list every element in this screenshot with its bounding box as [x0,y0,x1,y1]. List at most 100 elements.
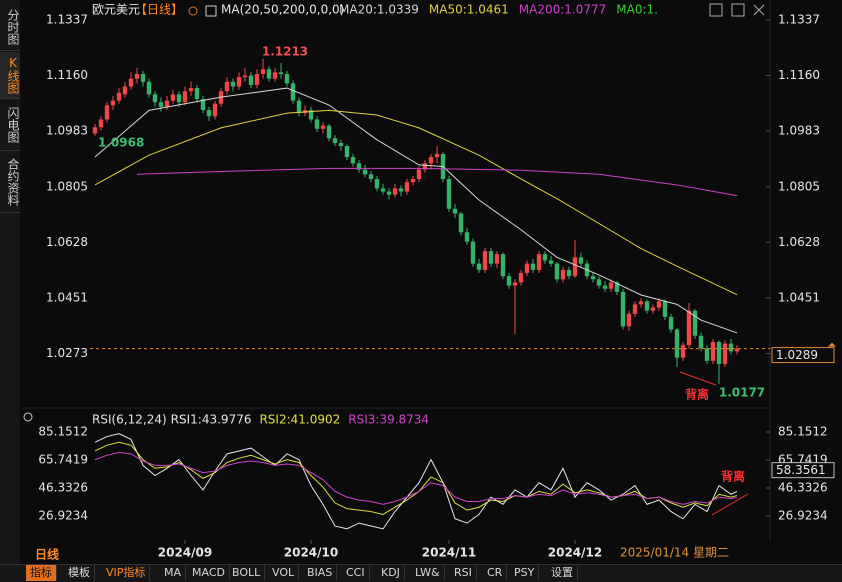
y-tick-label: 46.3326 [38,480,88,494]
candle-body [242,75,248,78]
toolbar-item[interactable]: KDJ [377,565,405,581]
y-tick-label: 1.0983 [778,124,820,138]
toolbar-item[interactable]: MA [160,565,187,581]
y-tick-label: 1.0983 [46,124,88,138]
candle-body [662,301,668,317]
toolbar-item[interactable]: CCI [342,565,370,581]
candle-body [254,73,260,85]
candle-body [560,269,566,280]
indicator: MA(20,50,200,0,0,0) [221,3,344,17]
candle-body [422,163,428,170]
candle-body [284,73,290,84]
candle-body [290,83,296,101]
candle-body [278,72,284,74]
y-tick-label: 1.0451 [46,290,88,304]
toolbar-item[interactable]: CR [483,565,508,581]
sidebar-tab[interactable]: K线图 [0,52,20,99]
candle-body [722,343,728,364]
chart: 欧元美元 【日线】 MA(20,50,200,0,0,0) 日线 1.1337 1… [22,0,836,562]
toolbar-item[interactable]: BIAS [303,565,338,581]
divergence-line [679,371,717,386]
candle-body [362,169,368,175]
candle-body [92,127,98,134]
cursor-date: 2025/01/14 星期二 [620,546,729,560]
icon-more[interactable] [23,412,33,422]
y-tick-label: 85.1512 [778,424,828,438]
candle-body [230,81,236,87]
candle-body [188,88,194,92]
candle-body [164,100,170,107]
icon-close[interactable] [753,4,765,16]
candle-body [680,345,686,358]
toolbar-item[interactable]: PSY [510,565,540,581]
candle-body [416,169,422,179]
candle-body [152,94,158,103]
y-tick-label: 85.1512 [38,424,88,438]
candle-body [146,81,152,95]
legend-entry: RSI2:41.0902 [259,413,340,427]
icon-layout[interactable] [709,3,723,17]
sidebar-tab[interactable]: 合约资料 [0,152,20,213]
candle-body [548,260,554,264]
candle-body [140,73,146,82]
candle-body [320,125,326,129]
candle-body [296,100,302,114]
candle-body [728,343,734,352]
candle-body [668,316,674,330]
candle-body [194,88,200,100]
candle-body [374,178,380,189]
icon-grid[interactable] [205,5,217,17]
annotation: 1.1213 [262,45,308,59]
toolbar-item[interactable]: MACD [188,565,230,581]
icon-window[interactable] [731,3,745,17]
sidebar-tab[interactable]: 分时图 [0,4,20,51]
candle-body [626,313,632,327]
current-price-label: 1.0289 [776,348,818,362]
candle-body [224,81,230,92]
symbol: 欧元美元 [92,3,140,17]
candle-body [500,254,506,277]
ma-line [94,87,738,334]
toolbar-item[interactable]: RSI [450,565,477,581]
candle-body [182,91,188,103]
candle-body [122,86,128,95]
candle-body [260,69,266,74]
toolbar-item[interactable]: VOL [268,565,300,581]
candle-body [170,94,176,101]
candle-body [464,232,470,242]
y-tick-label: 26.9234 [778,508,828,522]
toolbar-item[interactable]: 设置 [547,565,578,581]
toolbar-item[interactable]: 模板 [64,565,95,581]
candle-body [398,188,404,192]
legend-entry: MA0:1. [616,3,658,17]
legend-entry: MA200:1.0777 [519,3,607,17]
toolbar-item[interactable]: BOLL [228,565,266,581]
candle-body [392,188,398,195]
candle-body [710,342,716,361]
candle-body [578,257,584,264]
candle-body [566,269,572,277]
candle-body [212,103,218,117]
candle-body [206,110,212,117]
candle-body [338,142,344,147]
candle-body [128,78,134,87]
candle-body [446,178,452,209]
candle-body [674,329,680,358]
icon-add[interactable] [188,6,198,16]
ma-line [94,109,738,296]
candle-body [386,191,392,195]
candle-body [272,72,278,79]
candle-body [716,342,722,364]
candle-body [404,182,410,192]
candle-body [542,254,548,261]
candle-body [134,73,140,79]
toolbar-item[interactable]: 指标 [26,565,57,581]
annotation: 背离 [721,469,745,484]
candle-body [608,282,614,289]
candle-body [650,307,656,311]
y-tick-label: 1.0628 [46,235,88,249]
toolbar-item[interactable]: LW& [411,565,445,581]
toolbar-item[interactable]: VIP指标 [102,565,151,581]
sidebar-tab[interactable]: 闪电图 [0,100,20,151]
rsi-line [94,433,738,530]
